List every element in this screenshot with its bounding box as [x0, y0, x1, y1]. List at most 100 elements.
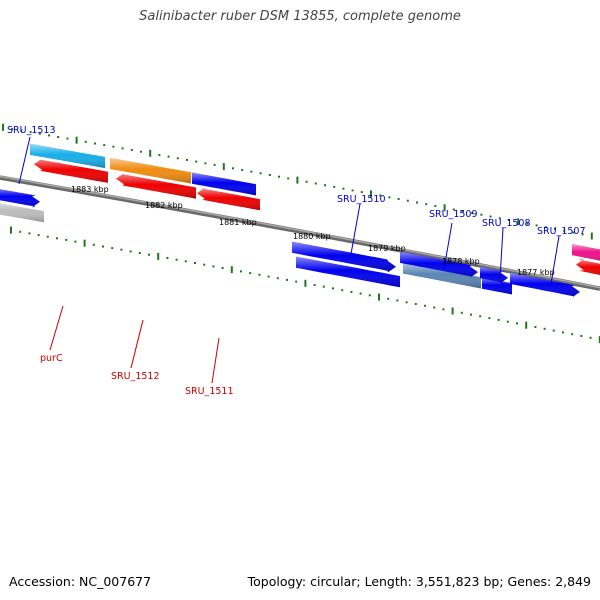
outer-scale-minor-tick — [562, 331, 564, 334]
outer-scale-minor-tick — [571, 333, 574, 336]
gene-sru-1510-lower-shading — [292, 241, 396, 273]
inner-scale-major-tick — [149, 149, 152, 157]
scale-label: 1877 kbp — [517, 268, 555, 277]
inner-scale-minor-tick — [158, 154, 161, 156]
outer-scale-minor-tick — [433, 306, 436, 309]
inner-scale-minor-tick — [498, 217, 501, 220]
inner-scale-minor-tick — [11, 127, 14, 130]
outer-scale-minor-tick — [267, 275, 270, 278]
outer-scale-minor-tick — [184, 260, 187, 263]
inner-scale-minor-tick — [425, 203, 428, 206]
gene-sru-1513-shading — [0, 203, 44, 223]
accession-text: Accession: NC_007677 — [9, 574, 152, 589]
outer-scale-minor-tick — [350, 290, 353, 293]
inner-scale-major-tick — [590, 232, 593, 240]
outer-scale-minor-tick — [129, 250, 132, 253]
gene-label[interactable]: SRU_1510 — [337, 194, 386, 205]
outer-scale-minor-tick — [488, 317, 491, 320]
inner-scale-major-tick — [517, 218, 520, 226]
gene-sru-1509-shading — [403, 262, 481, 289]
inner-scale-major-tick — [370, 190, 372, 198]
gene-purc-shading — [30, 143, 105, 169]
gene-label[interactable]: SRU_1513 — [7, 125, 56, 136]
inner-scale-minor-tick — [581, 233, 584, 236]
gene-sru-1508-lower-shading — [480, 266, 508, 284]
inner-scale-major-tick — [296, 176, 299, 184]
outer-scale-minor-tick — [111, 247, 114, 250]
inner-scale-minor-tick — [204, 162, 207, 165]
outer-scale-minor-tick — [387, 297, 390, 300]
gene-minus-1-shading — [34, 158, 108, 183]
backbone-layer — [0, 175, 600, 291]
inner-scale-minor-tick — [360, 191, 363, 194]
inner-scale-major-tick — [2, 123, 4, 131]
outer-scale-minor-tick — [286, 278, 288, 281]
inner-scale-minor-tick — [112, 145, 115, 148]
leader-line — [49, 305, 64, 351]
outer-scale-major-tick — [157, 252, 160, 260]
outer-scale-minor-tick — [148, 253, 150, 256]
inner-scale-minor-tick — [314, 182, 317, 185]
gene-sru-1513-partner-shading — [0, 189, 40, 208]
leader-layer — [18, 136, 560, 384]
inner-scale-minor-tick — [140, 150, 142, 153]
gene-minus-3-shading — [197, 187, 260, 211]
outer-scale-minor-tick — [221, 267, 224, 269]
outer-scale-minor-tick — [37, 234, 40, 237]
inner-scale-minor-tick — [167, 155, 170, 158]
outer-scale-minor-tick — [194, 262, 196, 264]
gene-sru-1509-lower-shading — [400, 251, 478, 278]
outer-scale-minor-tick — [19, 230, 22, 233]
inner-scale-major-tick — [222, 163, 225, 171]
leader-line — [550, 235, 560, 285]
outer-scale-minor-tick — [506, 320, 509, 323]
tick-layer — [2, 123, 600, 344]
outer-scale-minor-tick — [249, 272, 252, 275]
inner-scale-minor-tick — [186, 158, 188, 161]
inner-scale-minor-tick — [379, 194, 382, 197]
outer-scale-minor-tick — [46, 235, 49, 238]
gene-label[interactable]: purC — [40, 353, 63, 364]
map-title: Salinibacter ruber DSM 13855, complete g… — [139, 9, 461, 24]
outer-scale-minor-tick — [65, 238, 68, 241]
gene-pink-edge-shading — [572, 244, 600, 261]
gene-label[interactable]: SRU_1509 — [429, 209, 478, 220]
outer-scale-minor-tick — [414, 303, 417, 305]
gene-label[interactable]: SRU_1511 — [185, 386, 234, 397]
leader-line — [443, 222, 453, 270]
inner-scale-minor-tick — [84, 140, 87, 143]
scale-label: 1878 kbp — [442, 257, 480, 266]
gene-label[interactable]: SRU_1507 — [537, 226, 586, 237]
outer-scale-minor-tick — [74, 240, 77, 243]
inner-scale-minor-tick — [572, 231, 575, 234]
inner-scale-minor-tick — [535, 224, 538, 227]
gene-minus-2-shading — [116, 173, 196, 199]
gene-sru-1511-shading — [192, 172, 256, 196]
gene-sru-1508-shading — [482, 277, 512, 295]
outer-scale-minor-tick — [313, 284, 316, 286]
inner-scale-minor-tick — [130, 149, 133, 151]
inner-scale-minor-tick — [250, 170, 253, 173]
inner-scale-minor-tick — [268, 174, 271, 176]
inner-scale-minor-tick — [544, 226, 547, 229]
inner-scale-minor-tick — [305, 180, 308, 183]
inner-scale-minor-tick — [103, 144, 106, 147]
outer-scale-minor-tick — [516, 322, 518, 325]
outer-scale-major-tick — [230, 266, 233, 274]
outer-scale-minor-tick — [534, 326, 537, 328]
outer-scale-minor-tick — [102, 245, 104, 248]
outer-scale-major-tick — [598, 336, 600, 344]
inner-scale-minor-tick — [554, 227, 556, 230]
inner-scale-minor-tick — [213, 163, 216, 166]
inner-scale-minor-tick — [232, 167, 234, 170]
gene-sru-1512-shading — [110, 157, 191, 184]
gene-label[interactable]: SRU_1508 — [482, 218, 531, 229]
gene-minus-edge-shading — [576, 259, 600, 275]
outer-scale-minor-tick — [460, 311, 463, 314]
outer-scale-minor-tick — [552, 329, 555, 332]
gene-label[interactable]: SRU_1512 — [111, 371, 160, 382]
outer-scale-minor-tick — [497, 318, 500, 321]
inner-scale-minor-tick — [462, 210, 464, 213]
outer-scale-minor-tick — [203, 263, 206, 266]
